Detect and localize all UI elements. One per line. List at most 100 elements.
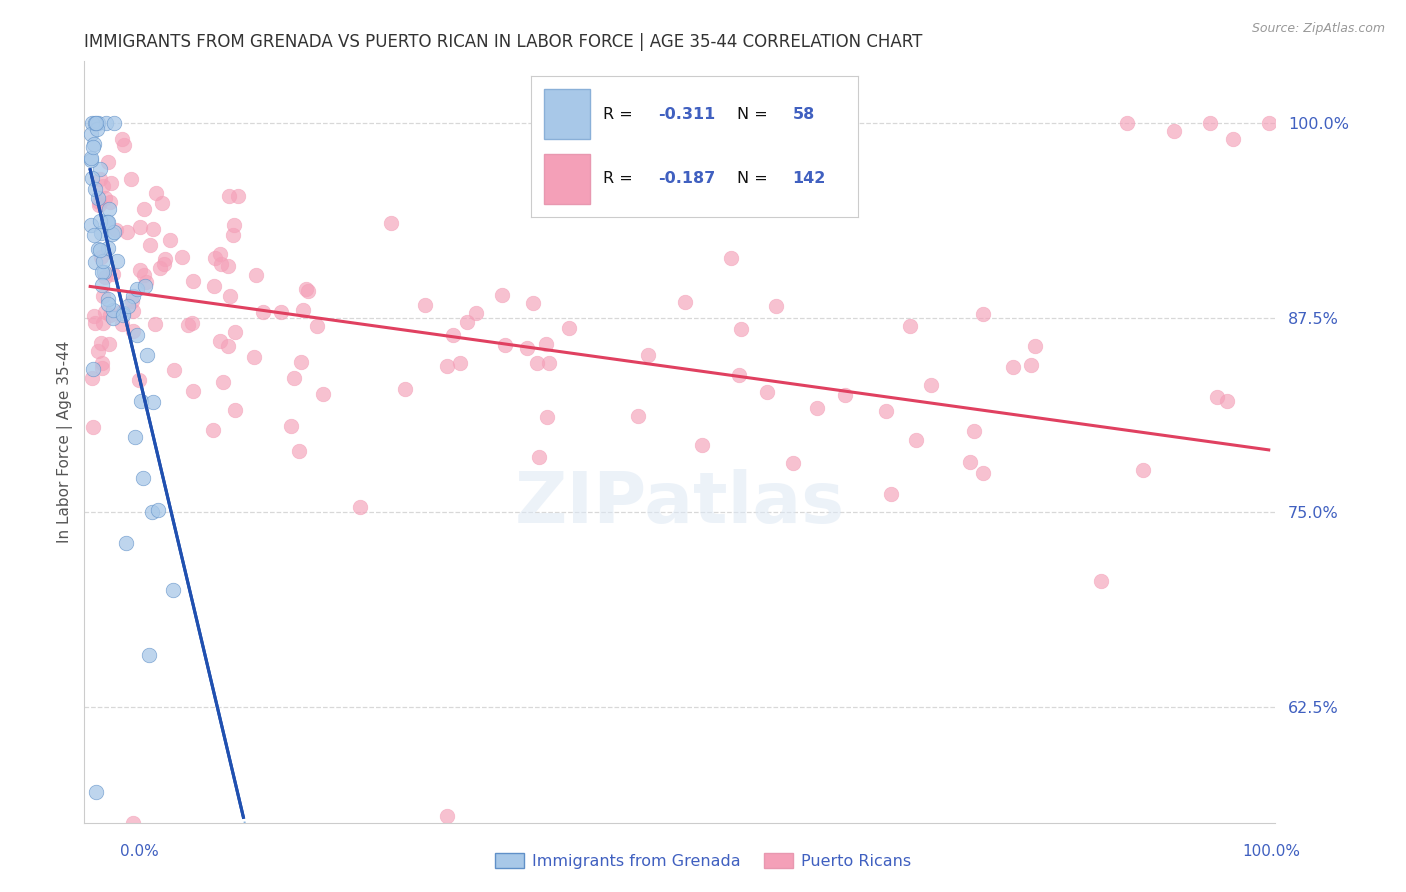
Point bbox=[380, 216, 402, 230]
Point bbox=[728, 368, 751, 382]
Point bbox=[972, 307, 994, 321]
Point bbox=[97, 154, 120, 169]
Point bbox=[86, 242, 108, 256]
Point bbox=[82, 419, 104, 434]
Point bbox=[145, 318, 167, 332]
Point bbox=[637, 348, 659, 362]
Point bbox=[121, 304, 143, 318]
Point bbox=[80, 171, 103, 186]
Point bbox=[80, 127, 103, 141]
Point bbox=[1132, 463, 1154, 477]
Point bbox=[120, 172, 142, 186]
Point bbox=[110, 317, 132, 331]
Point bbox=[465, 305, 488, 319]
Point bbox=[90, 250, 112, 264]
Text: ZIPatlas: ZIPatlas bbox=[515, 468, 845, 538]
Point bbox=[295, 282, 318, 296]
Point bbox=[177, 318, 200, 332]
Point bbox=[252, 304, 274, 318]
Point bbox=[103, 267, 125, 281]
Point bbox=[159, 233, 181, 247]
Point bbox=[101, 302, 124, 317]
Point bbox=[1001, 360, 1024, 375]
Point bbox=[96, 214, 118, 228]
Point bbox=[142, 221, 165, 235]
Point bbox=[80, 153, 103, 167]
Point bbox=[96, 215, 118, 229]
Point bbox=[129, 394, 152, 409]
Point bbox=[283, 371, 305, 385]
Point bbox=[80, 371, 103, 385]
Point bbox=[219, 289, 242, 303]
Point bbox=[449, 356, 471, 370]
Point bbox=[394, 382, 416, 396]
Point bbox=[90, 356, 112, 370]
Point bbox=[349, 500, 371, 514]
Point bbox=[111, 306, 134, 320]
Point bbox=[202, 278, 225, 293]
Point bbox=[536, 409, 558, 424]
Point bbox=[898, 319, 921, 334]
Point bbox=[93, 265, 115, 279]
Point bbox=[90, 336, 112, 351]
Point bbox=[280, 418, 302, 433]
Point bbox=[128, 263, 150, 277]
Point bbox=[141, 505, 163, 519]
Point bbox=[183, 384, 205, 398]
Point bbox=[153, 252, 176, 266]
Point bbox=[90, 265, 112, 279]
Point bbox=[224, 402, 246, 417]
Point bbox=[1116, 116, 1139, 130]
Point bbox=[91, 316, 114, 330]
Point bbox=[209, 257, 232, 271]
Point bbox=[287, 443, 309, 458]
Point bbox=[91, 178, 114, 193]
Point bbox=[117, 299, 139, 313]
Point bbox=[98, 309, 121, 323]
Point bbox=[125, 283, 148, 297]
Point bbox=[82, 140, 104, 154]
Point bbox=[121, 288, 143, 302]
Point bbox=[1216, 394, 1239, 409]
Point bbox=[720, 251, 742, 265]
Point bbox=[103, 225, 125, 239]
Point bbox=[879, 487, 901, 501]
Point bbox=[129, 220, 152, 235]
Point bbox=[1024, 339, 1046, 353]
Point bbox=[522, 296, 544, 310]
Point bbox=[94, 191, 117, 205]
Point bbox=[86, 191, 108, 205]
Legend: Immigrants from Grenada, Puerto Ricans: Immigrants from Grenada, Puerto Ricans bbox=[488, 847, 918, 875]
Point bbox=[89, 243, 111, 257]
Point bbox=[1163, 124, 1185, 138]
Point bbox=[1090, 574, 1112, 589]
Point bbox=[122, 815, 145, 830]
Point bbox=[1205, 390, 1227, 404]
Point bbox=[307, 319, 329, 334]
Point bbox=[172, 251, 194, 265]
Point bbox=[83, 228, 105, 243]
Point bbox=[139, 238, 162, 252]
Point bbox=[557, 321, 579, 335]
Point bbox=[134, 279, 156, 293]
Point bbox=[204, 251, 226, 265]
Point bbox=[103, 116, 125, 130]
Point bbox=[673, 295, 696, 310]
Point bbox=[498, 888, 520, 892]
Point bbox=[690, 438, 713, 452]
Point bbox=[132, 268, 155, 282]
Point bbox=[875, 404, 897, 418]
Point bbox=[142, 394, 165, 409]
Point bbox=[97, 215, 120, 229]
Point bbox=[97, 337, 120, 351]
Point bbox=[208, 246, 231, 260]
Point bbox=[83, 310, 105, 324]
Point bbox=[83, 136, 105, 151]
Point bbox=[765, 299, 787, 313]
Point bbox=[245, 268, 267, 282]
Point bbox=[270, 305, 292, 319]
Point bbox=[105, 223, 128, 237]
Point bbox=[904, 433, 927, 447]
Point bbox=[100, 227, 122, 242]
Point bbox=[834, 388, 856, 402]
